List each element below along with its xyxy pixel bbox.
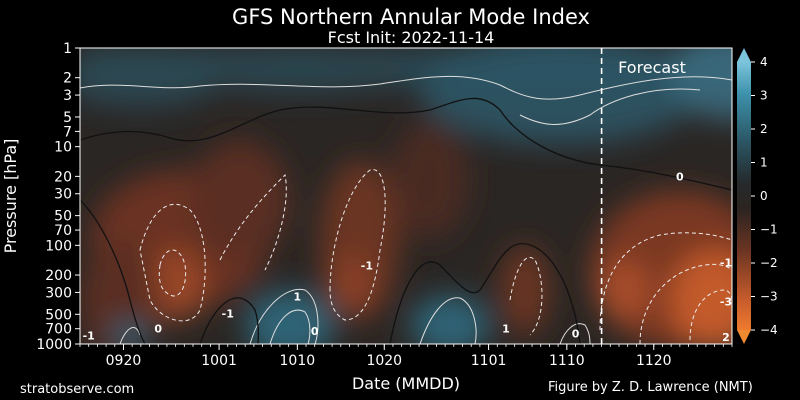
y-tick-label: 7 <box>63 124 72 140</box>
contour-label: 0 <box>676 170 684 183</box>
colorbar-tick-label: −1 <box>760 223 778 237</box>
y-tick-label: 700 <box>45 322 72 338</box>
colorbar-tick-label: −4 <box>760 323 778 337</box>
contour-labels: 0 -1 -1 -1 -1 1 1 0 0 0 -3 2 <box>83 170 733 344</box>
plot-frame <box>79 47 733 345</box>
colorbar-tick-label: 3 <box>760 89 768 103</box>
y-tick-label: 10 <box>54 140 72 156</box>
contour-label: 0 <box>154 323 162 336</box>
y-tick-label: 70 <box>54 223 72 239</box>
colorbar-tick-label: 0 <box>760 189 768 203</box>
contour-label: 1 <box>502 323 510 336</box>
colorbar-tick-label: −3 <box>760 290 778 304</box>
contour-label: 1 <box>294 290 302 303</box>
colorbar-body <box>737 62 751 330</box>
contour-label: -1 <box>83 329 95 342</box>
contour-label: 2 <box>722 331 730 344</box>
x-tick-label: 1110 <box>549 353 585 369</box>
footer-credit: Figure by Z. D. Lawrence (NMT) <box>548 380 753 395</box>
x-tick-label: 1101 <box>471 353 507 369</box>
x-axis: 0920 1001 1010 1020 1101 1110 1120 <box>79 344 733 369</box>
heatmap-field <box>80 48 732 344</box>
y-tick-label: 200 <box>45 268 72 284</box>
colorbar-max-arrow <box>737 48 751 62</box>
y-axis-label: Pressure [hPa] <box>1 139 20 254</box>
contour-label: -3 <box>720 295 732 308</box>
x-tick-label: 1020 <box>366 353 402 369</box>
chart-subtitle: Fcst Init: 2022-11-14 <box>328 28 495 47</box>
contour-label: -1 <box>720 257 732 270</box>
y-tick-label: 5 <box>63 110 72 126</box>
y-tick-label: 30 <box>54 187 72 203</box>
colorbar-min-arrow <box>737 330 751 344</box>
contour-label: 0 <box>311 325 319 338</box>
y-tick-label: 2 <box>63 71 72 87</box>
y-tick-label: 500 <box>45 307 72 323</box>
x-tick-label: 0920 <box>106 353 142 369</box>
forecast-label: Forecast <box>618 58 686 77</box>
contour-label: 0 <box>572 327 580 340</box>
y-tick-label: 1000 <box>36 337 72 353</box>
x-tick-label: 1010 <box>280 353 316 369</box>
y-tick-label: 20 <box>54 169 72 185</box>
colorbar-tick-label: −2 <box>760 256 778 270</box>
colorbar-tick-label: 4 <box>760 55 768 69</box>
contour-label: -1 <box>222 307 234 320</box>
x-axis-label: Date (MMDD) <box>352 374 460 393</box>
footer-site: stratobserve.com <box>20 382 134 397</box>
y-tick-label: 50 <box>54 209 72 225</box>
y-tick-label: 100 <box>45 238 72 254</box>
y-tick-label: 1 <box>63 41 72 57</box>
colorbar: 4 3 2 1 0 −1 −2 −3 −4 <box>737 48 778 344</box>
x-tick-label: 1120 <box>636 353 672 369</box>
y-tick-label: 3 <box>63 88 72 104</box>
x-tick-label: 1001 <box>201 353 237 369</box>
colorbar-tick-label: 2 <box>760 122 768 136</box>
y-tick-label: 300 <box>45 285 72 301</box>
colorbar-tick-label: 1 <box>760 156 768 170</box>
contour-label: -1 <box>361 259 373 272</box>
chart-title: GFS Northern Annular Mode Index <box>232 5 590 29</box>
